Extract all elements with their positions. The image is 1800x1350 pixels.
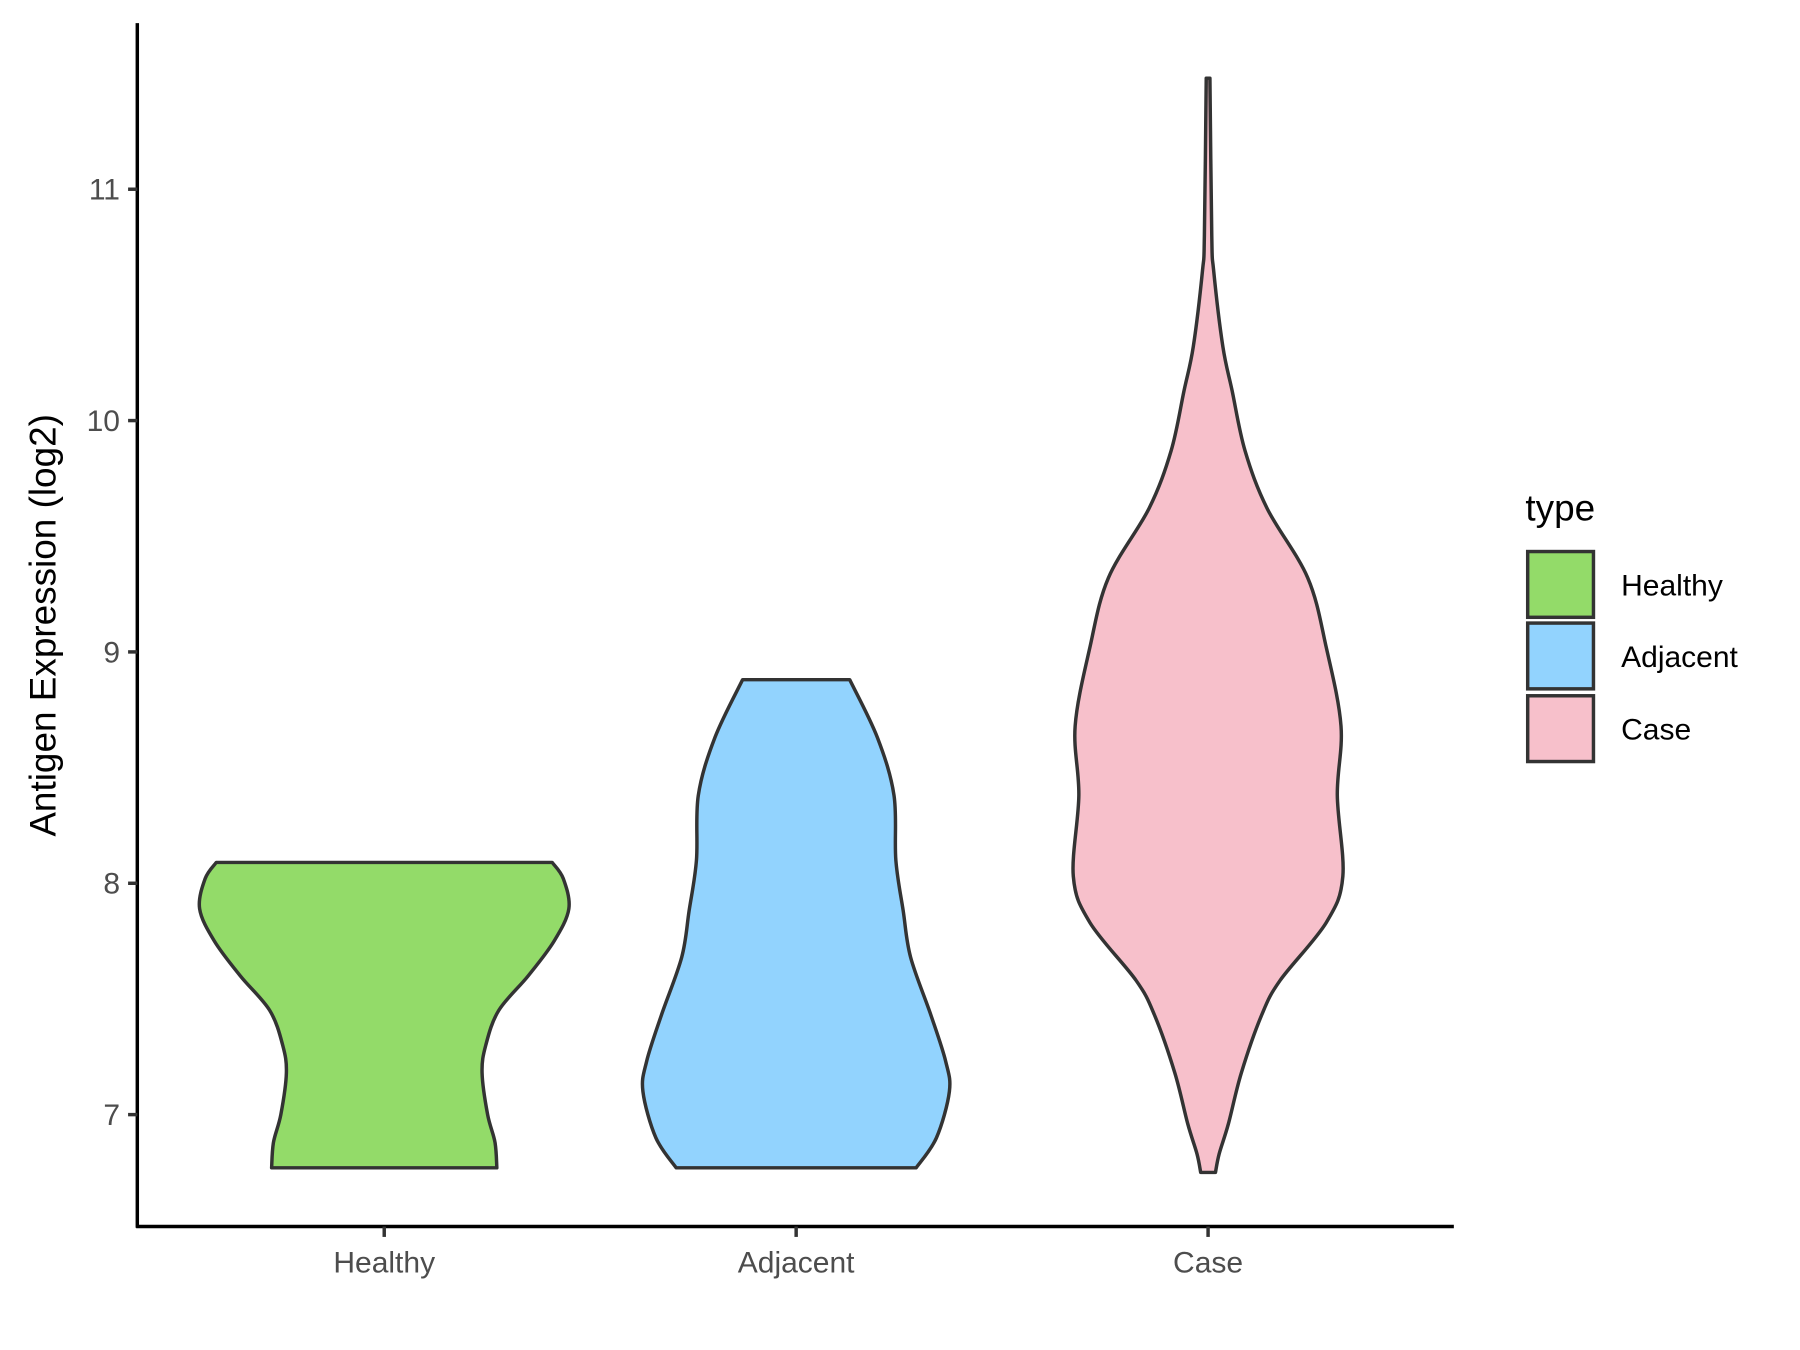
- legend-label: Adjacent: [1621, 641, 1738, 674]
- y-tick-label: 11: [89, 174, 120, 207]
- legend-title: type: [1525, 487, 1595, 528]
- legend-item-healthy: Healthy: [1525, 549, 1723, 620]
- x-tick-label-healthy: Healthy: [333, 1247, 435, 1280]
- x-tick-label-case: Case: [1173, 1247, 1243, 1280]
- legend-key: [1525, 621, 1596, 691]
- y-axis-title: Antigen Expression (log2): [22, 414, 63, 837]
- x-tick-label-adjacent: Adjacent: [738, 1247, 855, 1280]
- violin-healthy: [197, 860, 571, 1170]
- legend-label: Healthy: [1621, 569, 1723, 602]
- legend-key: [1525, 549, 1596, 620]
- y-tick-label: 8: [103, 868, 120, 901]
- violin-case: [1071, 76, 1345, 1175]
- y-tick-label: 9: [103, 636, 120, 669]
- y-tick-label: 7: [103, 1099, 120, 1132]
- violin-adjacent: [640, 677, 952, 1170]
- y-ticks: 7 8 9 10 11: [87, 174, 138, 1132]
- legend-item-adjacent: Adjacent: [1525, 621, 1739, 691]
- x-ticks: Healthy Adjacent Case: [333, 1226, 1243, 1280]
- violins: [197, 76, 1345, 1175]
- y-tick-label: 10: [87, 405, 120, 438]
- legend-label: Case: [1621, 714, 1691, 747]
- legend-item-case: Case: [1525, 694, 1691, 764]
- legend: type Healthy Adjacent Case: [1525, 487, 1739, 764]
- legend-key: [1525, 694, 1596, 764]
